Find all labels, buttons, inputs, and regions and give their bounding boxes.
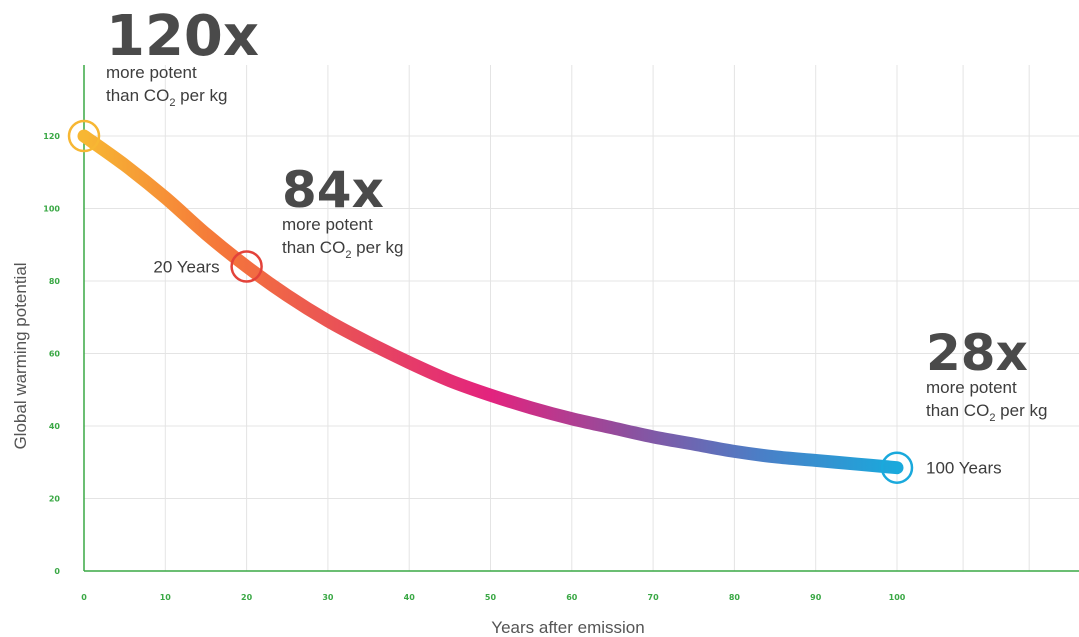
tick-labels: 0 10 20 30 40 50 60 70 80 90 100 0 20 40 60 80 100 120 [43, 132, 905, 602]
y-axis-title: Global warming potential [11, 262, 30, 449]
x-tick-label: 10 [160, 593, 172, 602]
gwp-series [77, 129, 904, 475]
x-tick-label: 90 [810, 593, 822, 602]
x-tick-label: 0 [81, 593, 87, 602]
x-axis-title: Years after emission [491, 618, 644, 637]
x-tick-label: 70 [648, 593, 660, 602]
annotation-value: 28x [926, 324, 1028, 382]
y-tick-label: 40 [49, 422, 61, 431]
grid-lines [84, 65, 1079, 571]
annotation-line2: than CO2 per kg [106, 86, 227, 109]
y-tick-label: 0 [54, 567, 60, 576]
annotation-line2: than CO2 per kg [926, 401, 1047, 424]
y-tick-label: 80 [49, 277, 61, 286]
annotation-value: 84x [282, 161, 384, 219]
marker-ring [880, 451, 914, 484]
axes [83, 65, 1079, 572]
gwp-curve [77, 129, 904, 475]
annotation-line1: more potent [926, 378, 1017, 397]
annotation-line1: more potent [282, 215, 373, 234]
markers: 20 Years 100 Years [67, 119, 1002, 484]
annotation-value: 120x [106, 4, 259, 69]
x-tick-label: 80 [729, 593, 741, 602]
y-tick-label: 20 [49, 495, 61, 504]
y-tick-label: 120 [43, 132, 60, 141]
annotation-line2: than CO2 per kg [282, 238, 403, 261]
marker-label: 20 Years [153, 258, 219, 277]
x-tick-label: 60 [566, 593, 578, 602]
y-tick-label: 100 [43, 205, 60, 214]
marker-ring [67, 119, 101, 153]
marker-ring [230, 250, 263, 283]
x-tick-label: 30 [322, 593, 334, 602]
marker-label: 100 Years [926, 459, 1002, 478]
y-tick-label: 60 [49, 350, 61, 359]
x-tick-label: 100 [889, 593, 906, 602]
x-tick-label: 40 [404, 593, 416, 602]
x-tick-label: 50 [485, 593, 497, 602]
x-tick-label: 20 [241, 593, 253, 602]
annotation-line1: more potent [106, 63, 197, 82]
